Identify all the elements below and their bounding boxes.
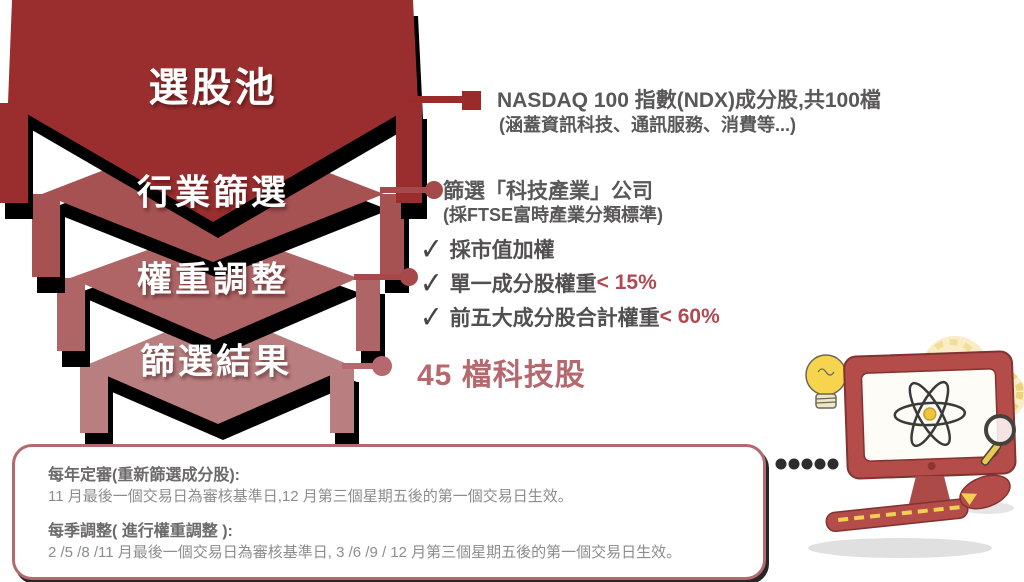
screening-result-text: 45 檔科技股 xyxy=(417,359,586,392)
checklist-item-2: ✓ 單一成分股權重 < 15% xyxy=(420,265,657,300)
lightbulb-icon xyxy=(805,354,847,409)
checklist-item-1: ✓ 採市值加權 xyxy=(420,231,555,266)
funnel-layer-1 xyxy=(0,0,427,238)
connector-stage3 xyxy=(354,268,418,286)
monitor xyxy=(843,350,1017,480)
annual-review-body: 11 月最後一個交易日為審核基準日,12 月第三個星期五後的第一個交易日生效。 xyxy=(48,488,573,505)
stage2-annotation-line1: 篩選「科技產業」公司 xyxy=(443,180,653,203)
checklist-item-3-highlight: < 60% xyxy=(659,305,720,328)
mouse xyxy=(959,474,1011,510)
checklist-item-3: ✓ 前五大成分股合計權重 < 60% xyxy=(420,299,720,334)
funnel-stage-2-label: 行業篩選 xyxy=(136,173,290,213)
monitor-stand xyxy=(908,476,952,508)
stage1-annotation-line1: NASDAQ 100 指數(NDX)成分股,共100檔 xyxy=(497,89,881,112)
quarterly-adjust-title: 每季調整( 進行權重調整 ): xyxy=(48,523,233,540)
connector-stage1 xyxy=(408,91,481,110)
computer-illustration xyxy=(805,336,1024,558)
funnel-layer-3 xyxy=(57,226,385,367)
annual-review-title: 每年定審(重新篩選成分股): xyxy=(48,467,240,484)
check-icon: ✓ xyxy=(420,231,443,266)
review-notes-box xyxy=(12,444,766,580)
funnel-stage-1-label: 選股池 xyxy=(148,66,278,110)
stage1-annotation-line2: (涵蓋資訊科技、通訊服務、消費等...) xyxy=(499,115,796,135)
check-icon: ✓ xyxy=(420,265,443,300)
funnel-stage-3-label: 權重調整 xyxy=(136,260,290,300)
check-icon: ✓ xyxy=(420,299,443,334)
ground-shadow xyxy=(808,538,992,558)
keyboard xyxy=(825,498,969,533)
atom-icon xyxy=(893,380,967,448)
funnel-stage-4-label: 篩選結果 xyxy=(139,342,293,382)
quarterly-adjust-body: 2 /5 /8 /11 月最後一個交易日為審核基準日, 3 /6 /9 / 12… xyxy=(48,544,682,561)
checklist-item-2-text: 單一成分股權重 xyxy=(449,273,597,296)
connector-stage4 xyxy=(342,356,392,376)
funnel-layer-4 xyxy=(80,310,359,449)
connector-stage2 xyxy=(380,181,443,199)
checklist-item-2-highlight: < 15% xyxy=(596,271,657,294)
checklist-item-1-text: 採市值加權 xyxy=(449,239,555,262)
speech-dots xyxy=(775,458,839,470)
checklist-item-3-text: 前五大成分股合計權重 xyxy=(449,307,660,330)
magnifier-icon xyxy=(980,414,1016,466)
stage2-annotation-line2: (採FTSE富時產業分類標準) xyxy=(443,205,663,225)
